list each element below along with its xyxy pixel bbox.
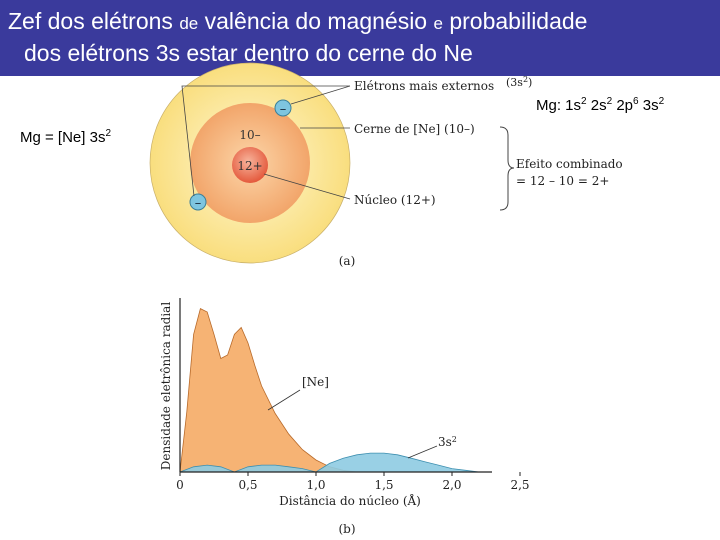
electron-config-full: Mg: 1s2 2s2 2p6 3s2: [536, 96, 665, 114]
x-tick-label: 1,5: [374, 478, 393, 492]
title-line-2: dos elétrons 3s estar dentro do cerne do…: [24, 40, 473, 66]
label-outer-sup: (3s2): [506, 75, 532, 89]
caption-a: (a): [339, 254, 356, 268]
x-tick-label: 2,5: [510, 478, 529, 492]
nucleus: [232, 147, 268, 183]
title-line-1: Zef dos elétrons de valência do magnésio…: [8, 8, 588, 34]
label-core: Cerne de [Ne] (10–): [354, 122, 475, 136]
core-charge-label: 10–: [239, 128, 260, 142]
title-bar: [0, 0, 720, 76]
effect-line-1: Efeito combinado: [516, 157, 623, 171]
x-tick-label: 2,0: [442, 478, 461, 492]
label-outer-electrons: Elétrons mais externos: [354, 79, 494, 93]
outer-electron-2: [189, 193, 207, 211]
x-tick-label: 1,0: [306, 478, 325, 492]
caption-b: (b): [338, 522, 355, 536]
y-axis-label: Densidade eletrônica radial: [159, 302, 173, 471]
effect-line-2: = 12 – 10 = 2+: [516, 174, 609, 188]
label-nucleus: Núcleo (12+): [354, 193, 436, 207]
nucleus-charge-label: 12+: [237, 159, 262, 173]
x-tick-label: 0: [176, 478, 184, 492]
series-area-ne: [179, 308, 357, 473]
x-tick-label: 0,5: [238, 478, 257, 492]
x-axis-label: Distância do núcleo (Å): [279, 493, 421, 508]
series-area-3s: [179, 452, 480, 473]
electron-config-short: Mg = [Ne] 3s2: [20, 128, 112, 146]
electron-sign-2: –: [195, 196, 202, 211]
ne-annotation: [Ne]: [302, 375, 329, 389]
combined-effect-brace: [499, 126, 515, 211]
electron-sign-1: –: [280, 102, 287, 117]
outer-electron-1: [274, 99, 292, 117]
3s-annotation: 3s2: [438, 435, 457, 449]
